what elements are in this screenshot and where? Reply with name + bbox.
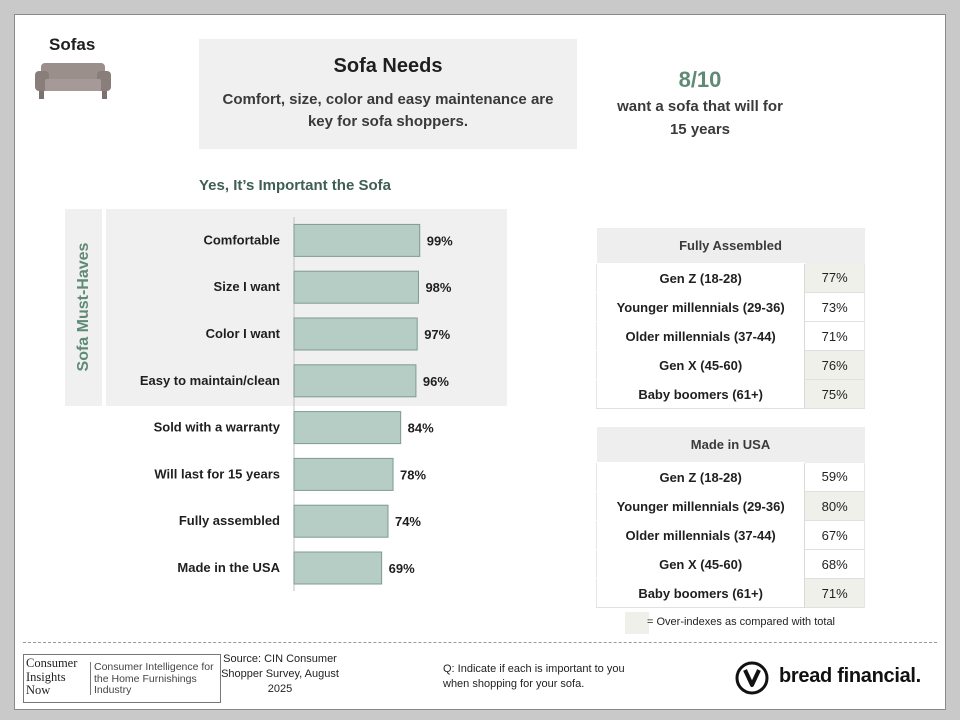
must-have-label: Sofa Must-Haves	[75, 242, 92, 372]
bread-financial-logo: bread financial.	[735, 661, 925, 695]
table-row-value: 71%	[804, 321, 865, 351]
bar	[293, 457, 394, 491]
bar-value-label: 78%	[400, 467, 426, 482]
bar	[293, 317, 418, 351]
table-row: Gen X (45-60) 68%	[596, 549, 865, 579]
table-row-value: 73%	[804, 292, 865, 322]
bar-category-label: Size I want	[214, 279, 281, 294]
legend-text: = Over-indexes as compared with total	[647, 616, 836, 628]
table-row-label: Baby boomers (61+)	[596, 379, 805, 409]
table-row-value: 71%	[804, 578, 865, 608]
must-have-group-background	[65, 209, 507, 406]
table-row-label: Gen X (45-60)	[596, 350, 805, 380]
bar-category-label: Sold with a warranty	[154, 420, 281, 435]
question-text: Q: Indicate if each is important to you …	[443, 663, 625, 690]
cin-logo-right-text: Consumer Intelligence for the Home Furni…	[90, 661, 220, 696]
table-row-value: 80%	[804, 491, 865, 521]
table-row-value: 59%	[804, 462, 865, 492]
table-title: Fully Assembled	[596, 228, 865, 264]
table-row-label: Younger millennials (29-36)	[596, 292, 805, 322]
bar	[293, 364, 417, 398]
table-row: Younger millennials (29-36) 73%	[596, 292, 865, 322]
bread-logo-icon	[735, 661, 769, 695]
legend-swatch	[625, 612, 649, 634]
must-have-group-separator	[102, 209, 106, 406]
bar	[293, 223, 421, 257]
table-row-label: Gen Z (18-28)	[596, 462, 805, 492]
bar-category-label: Will last for 15 years	[154, 466, 280, 481]
bar	[293, 504, 389, 538]
header-title: Sofa Needs	[333, 55, 443, 77]
bar-value-label: 97%	[424, 327, 450, 342]
table-row-label: Gen X (45-60)	[596, 549, 805, 579]
bar	[293, 411, 402, 445]
bar-value-label: 74%	[395, 514, 421, 529]
table-row: Younger millennials (29-36) 80%	[596, 491, 865, 521]
bar-value-label: 84%	[408, 421, 434, 436]
table-row: Older millennials (37-44) 71%	[596, 321, 865, 351]
header-box: Sofa Needs Comfort, size, color and easy…	[199, 39, 577, 149]
bar-value-label: 99%	[427, 233, 453, 248]
bar	[293, 551, 383, 585]
table-fully-assembled: Fully Assembled Gen Z (18-28) 77% Younger m…	[596, 228, 865, 409]
bar	[293, 270, 419, 304]
bar-value-label: 96%	[423, 374, 449, 389]
table-made-in-usa: Made in USA Gen Z (18-28) 59% Younger mille…	[596, 427, 865, 608]
table-row-value: 76%	[804, 350, 865, 380]
table-row: Older millennials (37-44) 67%	[596, 520, 865, 550]
table-row-value: 68%	[804, 549, 865, 579]
slide: Sofas Sofa Needs Comfort, size, color an…	[14, 14, 946, 710]
table-row: Baby boomers (61+) 71%	[596, 578, 865, 608]
sofa-icon	[35, 63, 111, 99]
table-title: Made in USA	[596, 427, 865, 463]
cin-logo-left-text: Consumer Insights Now	[26, 656, 78, 697]
table-row: Gen Z (18-28) 59%	[596, 462, 865, 492]
table-row-label: Baby boomers (61+)	[596, 578, 805, 608]
footer-divider	[23, 642, 937, 643]
source-text: Source: CIN Consumer Shopper Survey, Aug…	[221, 653, 339, 695]
cin-logo: Consumer Insights Now Consumer Intellige…	[23, 654, 221, 703]
table-row-label: Older millennials (37-44)	[596, 520, 805, 550]
bar-category-label: Comfortable	[203, 232, 280, 247]
table-row-value: 77%	[804, 263, 865, 293]
bar-value-label: 98%	[425, 280, 451, 295]
chart-title: Yes, It’s Important the Sofa	[199, 177, 391, 194]
bar-value-label: 69%	[389, 561, 415, 576]
table-row: Gen X (45-60) 76%	[596, 350, 865, 380]
table-row: Gen Z (18-28) 77%	[596, 263, 865, 293]
bar-category-label: Easy to maintain/clean	[140, 373, 280, 388]
bar-category-label: Made in the USA	[177, 560, 280, 575]
table-row-value: 67%	[804, 520, 865, 550]
table-row-label: Younger millennials (29-36)	[596, 491, 805, 521]
header-subtitle: Comfort, size, color and easy maintenanc…	[222, 91, 554, 130]
bar-category-label: Color I want	[206, 326, 281, 341]
table-row-label: Gen Z (18-28)	[596, 263, 805, 293]
stat-text: want a sofa that will for 15 years	[617, 98, 783, 138]
stat-value: 8/10	[678, 67, 722, 92]
section-label: Sofas	[49, 35, 96, 54]
bar-chart: Comfortable 99% Size I want 98% Color I want…	[140, 217, 453, 591]
bar-category-label: Fully assembled	[179, 513, 280, 528]
bread-logo-text: bread financial.	[779, 665, 921, 687]
table-row-label: Older millennials (37-44)	[596, 321, 805, 351]
table-row-value: 75%	[804, 379, 865, 409]
table-row: Baby boomers (61+) 75%	[596, 379, 865, 409]
